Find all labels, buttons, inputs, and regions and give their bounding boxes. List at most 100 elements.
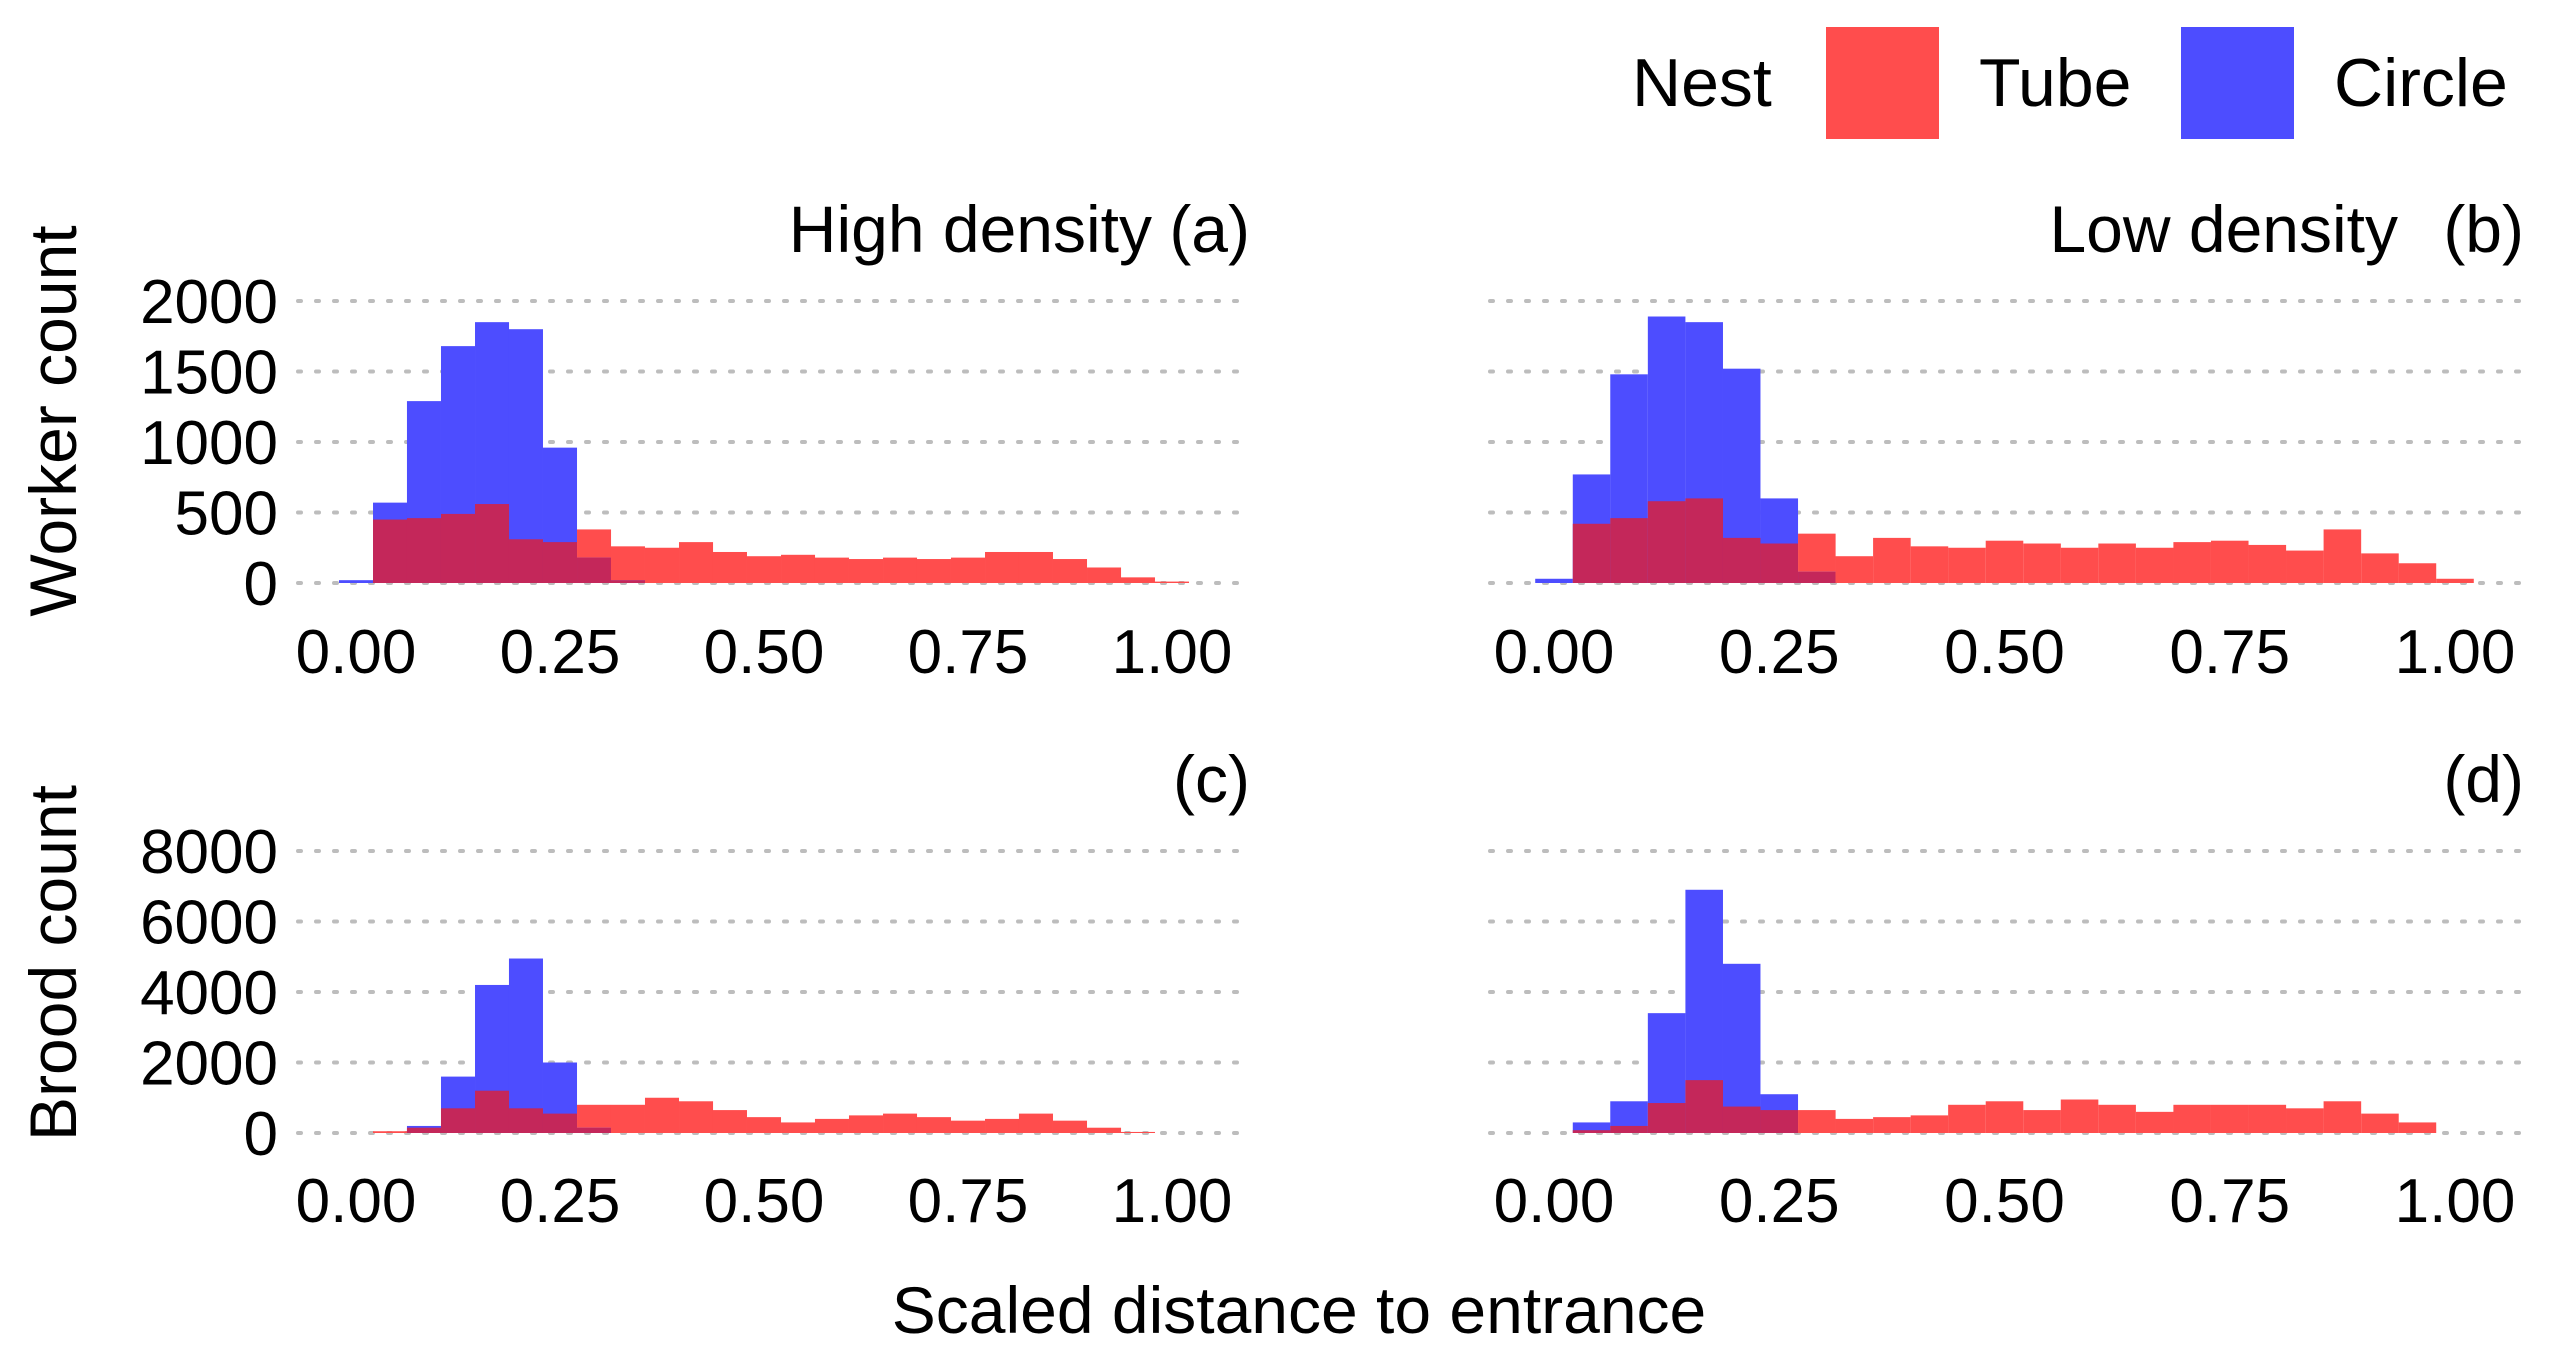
legend-key-tube xyxy=(1826,27,1939,139)
overlap-bar xyxy=(1722,537,1761,583)
x-tick-label: 0.25 xyxy=(500,618,621,687)
overlap-bar xyxy=(542,542,578,583)
y-tick-label: 1500 xyxy=(140,339,278,408)
overlap-bar xyxy=(1798,571,1836,583)
tube-bar xyxy=(2098,543,2136,583)
overlap-bar xyxy=(1572,1130,1611,1133)
overlap-bar xyxy=(1760,543,1799,583)
tube-bar xyxy=(2248,1104,2287,1133)
circle-bar xyxy=(1572,1122,1611,1133)
overlap-bar xyxy=(542,1113,578,1133)
x-tick-label: 0.00 xyxy=(1494,618,1615,687)
overlap-bar xyxy=(1760,1110,1799,1133)
tube-bar xyxy=(2323,1101,2362,1133)
x-axis-title: Scaled distance to entrance xyxy=(892,1273,1707,1347)
tube-bar xyxy=(679,1101,714,1133)
y-tick-label: 6000 xyxy=(140,889,278,958)
overlap-bar xyxy=(373,519,408,583)
panel-title: High density xyxy=(789,192,1152,266)
overlap-bar xyxy=(1610,518,1648,583)
tube-bar xyxy=(2210,1104,2249,1133)
overlap-bar xyxy=(1722,1106,1761,1133)
x-tick-label: 0.50 xyxy=(704,618,825,687)
tube-bar xyxy=(1985,1101,2024,1133)
tube-bar xyxy=(2060,547,2099,583)
tube-bar xyxy=(1798,533,1836,572)
overlap-bar xyxy=(1647,501,1686,583)
tube-bar xyxy=(2135,1111,2174,1133)
tube-bar xyxy=(1948,1104,1986,1133)
overlap-bar xyxy=(475,1090,510,1133)
tube-bar xyxy=(610,1104,645,1133)
tube-bar xyxy=(610,546,645,581)
x-tick-label: 0.75 xyxy=(908,1167,1029,1236)
panel-tag: (c) xyxy=(1173,742,1250,816)
y-tick-label: 8000 xyxy=(140,818,278,887)
tube-bar xyxy=(1948,547,1986,583)
tube-bar xyxy=(1018,1113,1053,1133)
tube-bar xyxy=(1087,1127,1122,1133)
tube-bar xyxy=(2210,540,2249,583)
overlap-bar xyxy=(577,1127,612,1133)
y-tick-label: 2000 xyxy=(140,1030,278,1099)
tube-bar xyxy=(1985,540,2024,583)
y-tick-label: 2000 xyxy=(140,268,278,337)
tube-bar xyxy=(2361,553,2399,583)
tube-bar xyxy=(2248,544,2287,583)
tube-bar xyxy=(2173,1104,2211,1133)
tube-bar xyxy=(950,557,986,583)
tube-bar xyxy=(2135,547,2174,583)
y-axis-title-worker: Worker count xyxy=(16,225,90,616)
tube-bar xyxy=(814,557,849,583)
y-axis-title-brood: Brood count xyxy=(16,785,90,1141)
overlap-bar xyxy=(475,504,510,583)
tube-bar xyxy=(916,1117,951,1133)
x-tick-label: 1.00 xyxy=(1112,1167,1233,1236)
panel-d: 0.00 0.25 0.50 0.75 1.00 (d) xyxy=(1488,742,2530,1236)
legend: Nest Tube Circle xyxy=(1632,27,2508,139)
y-tick-label: 1000 xyxy=(140,409,278,478)
tube-bar xyxy=(814,1118,849,1133)
tube-bar xyxy=(1798,1110,1836,1133)
circle-bar xyxy=(1722,963,1761,1133)
panel-tag: (d) xyxy=(2443,742,2524,816)
tube-bar xyxy=(781,1122,816,1133)
legend-key-circle xyxy=(2181,27,2294,139)
legend-title: Nest xyxy=(1632,45,1772,121)
tube-bar xyxy=(373,1131,408,1133)
tube-bar xyxy=(985,1118,1020,1133)
tube-bar xyxy=(2398,563,2437,583)
tube-bar xyxy=(577,1104,612,1128)
tube-bar xyxy=(2361,1113,2399,1133)
tube-bar xyxy=(1120,1131,1155,1133)
overlap-bar xyxy=(1685,1080,1723,1133)
tube-bar xyxy=(2173,542,2211,583)
tube-bar xyxy=(746,556,782,583)
tube-bar xyxy=(848,559,884,583)
tube-bar xyxy=(1154,581,1190,583)
y-tick-label: 4000 xyxy=(140,959,278,1028)
y-tick-label: 0 xyxy=(244,550,278,619)
overlap-bar xyxy=(508,1108,543,1133)
overlap-bar xyxy=(1685,498,1723,583)
overlap-bar xyxy=(440,513,476,583)
x-tick-label: 0.25 xyxy=(1719,618,1840,687)
tube-bar xyxy=(2023,1110,2061,1133)
tube-bar xyxy=(2023,543,2061,583)
overlap-bar xyxy=(440,1108,476,1133)
x-tick-label: 0.25 xyxy=(1719,1167,1840,1236)
tube-bar xyxy=(577,529,612,558)
tube-bar xyxy=(950,1120,986,1133)
tube-bar xyxy=(1052,559,1088,583)
x-tick-label: 0.00 xyxy=(296,618,417,687)
legend-label-tube: Tube xyxy=(1979,45,2131,121)
tube-bar xyxy=(916,559,951,583)
tube-bar xyxy=(2098,1104,2136,1133)
circle-bar xyxy=(508,958,543,1133)
tube-bar xyxy=(1873,537,1911,583)
overlap-bar xyxy=(1572,523,1611,583)
tube-bar xyxy=(679,542,714,583)
panel-title: Low density xyxy=(2049,192,2398,266)
